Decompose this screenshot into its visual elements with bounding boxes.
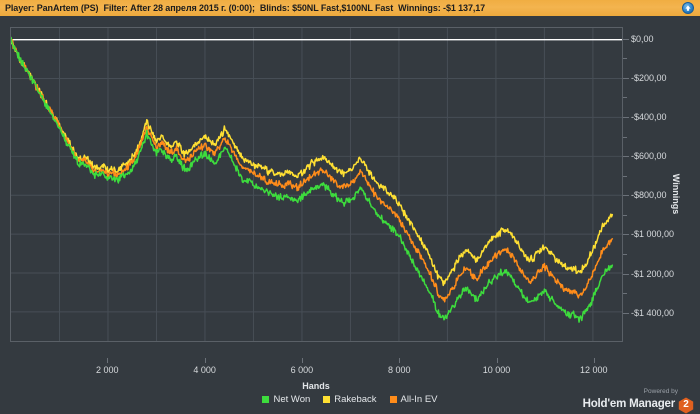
x-tick-mark	[593, 358, 595, 363]
filter-label: Filter:	[103, 3, 128, 13]
y-minor-tick-mark	[623, 136, 627, 138]
grid-lines	[11, 28, 622, 341]
series-net-won	[11, 36, 614, 323]
x-tick-mark	[496, 358, 498, 363]
holdem-manager-badge-icon: 2	[678, 397, 694, 414]
series-all-in-ev	[11, 39, 614, 303]
legend-label: All-In EV	[400, 394, 438, 405]
legend-item-all-in-ev[interactable]: All-In EV	[389, 394, 438, 405]
legend-item-net-won[interactable]: Net Won	[262, 394, 310, 405]
y-minor-tick-mark	[623, 175, 627, 177]
branding: Powered by Hold'em Manager 2	[583, 388, 694, 414]
blinds-value: $50NL Fast,$100NL Fast	[292, 3, 394, 13]
y-tick-label: -$1 000,00	[631, 229, 675, 240]
winnings-chart-panel: Hands Winnings Net Won Rakeback All-In EV …	[0, 16, 700, 413]
y-tick-mark	[623, 195, 629, 197]
y-minor-tick-mark	[623, 58, 627, 60]
series-lines	[11, 36, 614, 323]
brand-row: Hold'em Manager 2	[583, 397, 694, 414]
y-tick-mark	[623, 234, 629, 236]
y-minor-tick-mark	[623, 97, 627, 99]
legend-swatch-icon	[323, 396, 331, 403]
y-minor-tick-mark	[623, 293, 627, 295]
y-tick-label: -$400,00	[631, 112, 667, 122]
y-tick-mark	[623, 77, 629, 79]
y-tick-label: -$200,00	[631, 72, 667, 83]
x-tick-mark	[399, 358, 401, 363]
y-tick-label: $0,00	[631, 33, 654, 44]
legend-item-rakeback[interactable]: Rakeback	[323, 394, 377, 405]
legend-label: Net Won	[273, 394, 311, 405]
y-tick-mark	[623, 273, 629, 275]
x-tick-label: 4 000	[193, 365, 216, 375]
x-axis-title: Hands	[302, 381, 330, 391]
x-tick-mark	[107, 358, 109, 363]
y-tick-mark	[623, 312, 629, 314]
y-tick-mark	[623, 156, 629, 158]
powered-by-label: Powered by	[643, 388, 678, 395]
player-value: PanArtem (PS)	[36, 3, 99, 13]
x-tick-label: 2 000	[96, 365, 119, 375]
x-tick-mark	[204, 358, 206, 363]
y-minor-tick-mark	[623, 253, 627, 255]
up-arrow-circle-icon[interactable]	[682, 2, 694, 14]
y-tick-mark	[623, 117, 629, 118]
zero-reference-line	[11, 38, 622, 41]
player-label: Player:	[5, 3, 35, 13]
x-tick-label: 6 000	[290, 365, 314, 375]
header-bar: Player: PanArtem (PS) Filter: After 28 ап…	[0, 0, 700, 16]
brand-badge-number: 2	[683, 399, 689, 410]
legend-label: Rakeback	[334, 394, 377, 405]
y-axis-title: Winnings	[671, 173, 681, 215]
plot-area[interactable]	[10, 27, 623, 342]
winnings-label: Winnings:	[398, 3, 441, 13]
y-minor-tick-mark	[623, 214, 627, 216]
series-rakeback	[11, 37, 614, 287]
header-summary-text: Player: PanArtem (PS) Filter: After 28 ап…	[5, 0, 490, 16]
chart-legend: Net Won Rakeback All-In EV	[0, 394, 700, 405]
y-tick-mark	[623, 38, 629, 40]
brand-name: Hold'em Manager	[582, 398, 676, 411]
y-tick-label: -$600,00	[631, 151, 667, 162]
y-tick-label: -$1 200,00	[631, 268, 675, 279]
y-tick-label: -$1 400,00	[631, 307, 675, 318]
y-tick-label: -$800,00	[631, 190, 667, 201]
x-tick-label: 10 000	[482, 365, 511, 375]
winnings-value: -$1 137,17	[443, 3, 486, 13]
x-tick-mark	[301, 358, 303, 363]
legend-swatch-icon	[389, 396, 397, 403]
filter-value: After 28 апреля 2015 г. (0:00);	[130, 3, 255, 13]
x-tick-label: 12 000	[580, 365, 608, 375]
x-tick-label: 8 000	[387, 365, 411, 375]
legend-swatch-icon	[262, 396, 270, 403]
blinds-label: Blinds:	[259, 3, 290, 13]
